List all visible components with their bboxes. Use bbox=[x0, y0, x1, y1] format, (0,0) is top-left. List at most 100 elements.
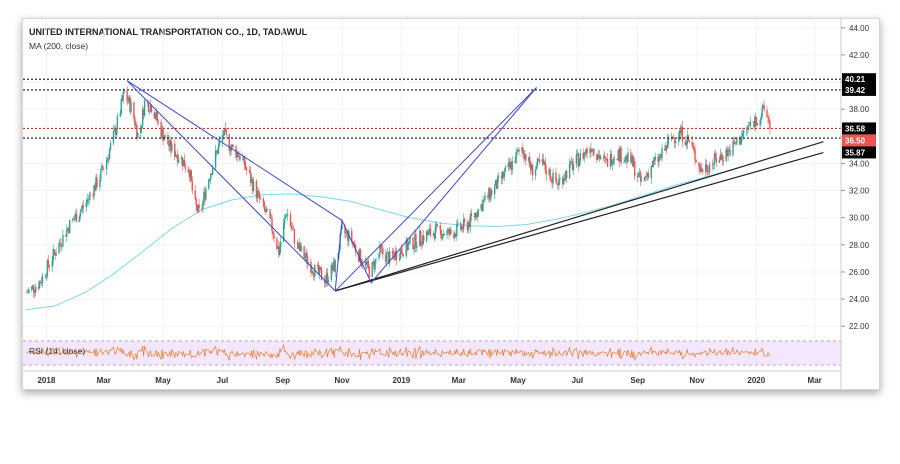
candle-body bbox=[742, 130, 745, 134]
candle-body bbox=[476, 216, 478, 218]
candle-body bbox=[161, 128, 163, 138]
price-tag-label: 36.58 bbox=[845, 124, 866, 133]
candle-body bbox=[549, 169, 551, 180]
price-tag-label: 40.21 bbox=[845, 75, 866, 84]
candle-body bbox=[257, 191, 260, 193]
candle-body bbox=[718, 159, 721, 163]
candle-body bbox=[136, 124, 138, 138]
candle-body bbox=[150, 105, 153, 113]
candle-body bbox=[263, 201, 265, 209]
candle-body bbox=[176, 155, 178, 156]
price-tag bbox=[842, 146, 876, 159]
candle-body bbox=[754, 117, 757, 127]
candle-body bbox=[463, 219, 466, 223]
candle-body bbox=[536, 158, 539, 166]
candle-body bbox=[202, 200, 204, 209]
candle-body bbox=[531, 164, 534, 176]
candle-body bbox=[592, 148, 594, 151]
candle-body bbox=[480, 204, 482, 209]
candle-body bbox=[468, 222, 471, 228]
candle-body bbox=[167, 134, 169, 145]
candle-body bbox=[419, 231, 421, 247]
candle-body bbox=[41, 275, 44, 283]
rsi-indicator bbox=[26, 343, 771, 362]
candle-body bbox=[565, 170, 568, 179]
candle-body bbox=[702, 170, 704, 172]
candle-body bbox=[459, 222, 462, 230]
candle-body bbox=[379, 244, 381, 254]
candle-body bbox=[127, 100, 129, 102]
candle-body bbox=[72, 218, 75, 220]
candle-body bbox=[130, 102, 132, 112]
candle-body bbox=[214, 150, 217, 168]
candle-body bbox=[134, 118, 136, 126]
time-axis[interactable]: 2018 Mar May Jul Sep Nov 2019 Mar May Jul Sep Nov 20… bbox=[37, 376, 821, 385]
candle-body bbox=[619, 148, 621, 162]
candle-body bbox=[609, 154, 612, 167]
candle-body bbox=[652, 160, 654, 168]
candle-body bbox=[187, 168, 190, 173]
candle-body bbox=[225, 129, 228, 135]
candle-body bbox=[305, 253, 307, 258]
candle-body bbox=[264, 208, 266, 213]
candle-body bbox=[224, 128, 227, 130]
candle-body bbox=[306, 253, 308, 264]
candle-body bbox=[120, 98, 122, 114]
candle-body bbox=[246, 169, 248, 171]
candle-body bbox=[137, 132, 139, 138]
candle-body bbox=[107, 158, 110, 159]
indicator-label: MA (200, close) bbox=[29, 41, 88, 51]
candle-body bbox=[747, 125, 750, 128]
candle-body bbox=[711, 164, 714, 165]
candle-body bbox=[372, 261, 374, 263]
candle-body bbox=[162, 128, 164, 141]
candle-body bbox=[245, 166, 247, 170]
candle-body bbox=[347, 231, 349, 242]
candle-body bbox=[593, 148, 595, 155]
candle-body bbox=[334, 260, 336, 272]
candle-body bbox=[388, 252, 390, 264]
candle-body bbox=[633, 161, 635, 167]
candle-body bbox=[616, 158, 618, 160]
candle-body bbox=[715, 158, 718, 163]
candle-body bbox=[495, 179, 498, 189]
candle-body bbox=[326, 272, 329, 283]
candle-body bbox=[584, 152, 586, 154]
candle-body bbox=[657, 156, 659, 162]
candle-body bbox=[182, 159, 185, 167]
candle-body bbox=[409, 237, 411, 242]
candle-body bbox=[251, 178, 254, 191]
candle-body bbox=[59, 243, 61, 244]
candle-body bbox=[639, 172, 642, 182]
candle-body bbox=[550, 179, 552, 181]
candle-body bbox=[312, 271, 314, 275]
candle-body bbox=[660, 154, 662, 158]
candle-body bbox=[252, 180, 255, 191]
candle-body bbox=[606, 158, 609, 167]
price-tick-label: 38.00 bbox=[849, 105, 870, 114]
candle-body bbox=[367, 261, 369, 267]
candle-body bbox=[647, 173, 650, 178]
candle-body bbox=[421, 242, 423, 245]
candle-body bbox=[180, 157, 183, 160]
candle-body bbox=[543, 161, 546, 165]
price-axis[interactable]: 22.0024.0026.0028.0030.0032.0034.0036.00… bbox=[841, 24, 870, 331]
candle-body bbox=[123, 91, 125, 93]
candle-body bbox=[69, 220, 71, 233]
candle-body bbox=[427, 231, 430, 235]
candle-body bbox=[371, 262, 373, 277]
candle-body bbox=[447, 229, 449, 231]
rsi-label: RSI (14, close) bbox=[29, 346, 85, 356]
candle-body bbox=[210, 173, 212, 180]
candle-body bbox=[473, 216, 475, 217]
candle-body bbox=[721, 155, 723, 161]
candle-body bbox=[488, 187, 490, 198]
price-tick-label: 34.00 bbox=[849, 159, 870, 168]
candle-body bbox=[40, 282, 43, 284]
price-chart[interactable]: UNITED INTERNATIONAL TRANSPORTATION CO.,… bbox=[23, 19, 879, 389]
candle-body bbox=[190, 170, 192, 181]
candle-body bbox=[661, 148, 663, 158]
candle-body bbox=[79, 211, 82, 217]
candle-body bbox=[108, 149, 111, 159]
candle-body bbox=[706, 164, 708, 171]
